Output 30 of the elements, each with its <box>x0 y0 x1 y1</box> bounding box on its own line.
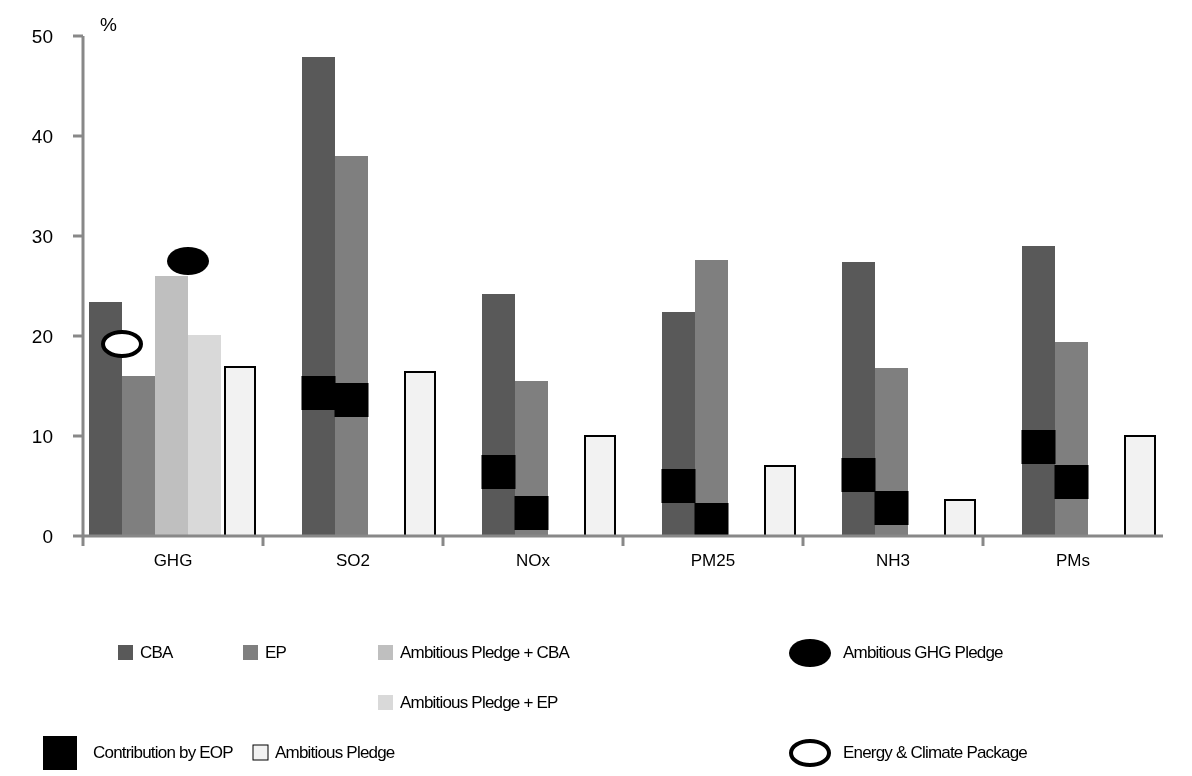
bar <box>764 465 796 537</box>
bar <box>584 435 616 537</box>
legend-label: CBA <box>140 643 175 663</box>
legend-label: Ambitious Pledge <box>275 743 395 763</box>
legend-label: Ambitious Pledge + EP <box>400 693 559 713</box>
y-tick-label: 40 <box>31 125 53 147</box>
bar <box>188 335 221 536</box>
legend-label: EP <box>265 643 287 663</box>
x-tick-label: GHG <box>153 551 193 570</box>
x-tick-label: NOx <box>516 551 551 570</box>
legend-label: Ambitious Pledge + CBA <box>400 643 571 663</box>
y-tick-label: 30 <box>31 225 53 247</box>
bar <box>224 366 256 537</box>
bar <box>302 57 335 536</box>
y-tick-label: 50 <box>31 25 53 47</box>
y-tick-label: 0 <box>42 525 53 547</box>
legend-label: Energy & Climate Package <box>843 743 1028 763</box>
legend-label: Contribution by EOP <box>93 743 234 763</box>
x-tick-label: PM25 <box>690 551 736 570</box>
y-tick-label: 10 <box>31 425 53 447</box>
y-axis-title: % <box>100 14 117 35</box>
bar <box>1124 435 1156 537</box>
x-tick-label: PMs <box>1056 551 1090 570</box>
bar <box>155 276 188 536</box>
y-tick-label: 20 <box>31 325 53 347</box>
x-tick-label: SO2 <box>335 551 371 570</box>
x-tick-label: NH3 <box>875 551 911 570</box>
bar <box>944 499 976 537</box>
bar <box>404 371 436 537</box>
legend-label: Ambitious GHG Pledge <box>843 643 1004 663</box>
